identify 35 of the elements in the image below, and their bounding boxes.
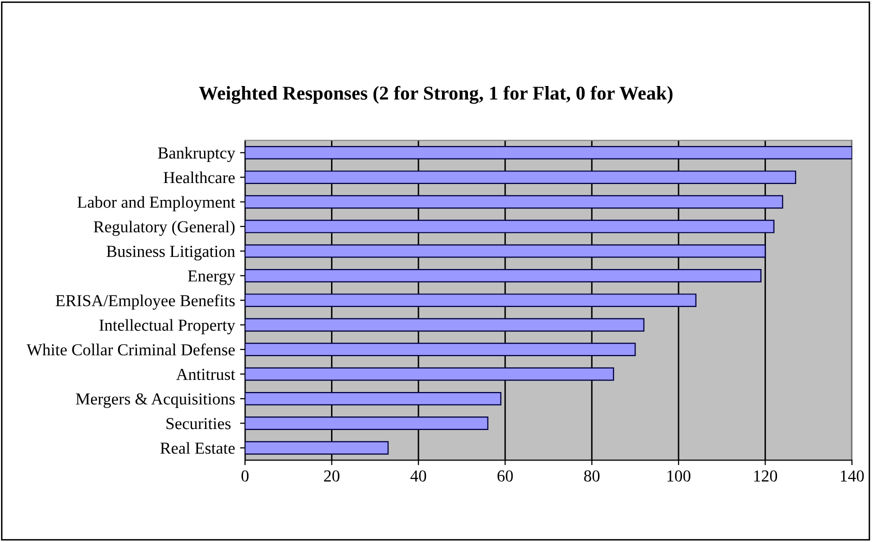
y-tick-label: Labor and Employment (77, 196, 236, 212)
y-tick-label: Business Litigation (106, 246, 236, 260)
bar (245, 244, 766, 258)
y-tick-label: Bankruptcy (158, 146, 236, 162)
y-tick-label: Real Estate (160, 442, 235, 454)
x-tick-label: 80 (584, 470, 600, 482)
x-tick-label: 40 (410, 470, 426, 482)
y-tick-label: Energy (188, 270, 236, 286)
y-tick-label: Healthcare (164, 171, 235, 184)
bar (245, 441, 389, 455)
x-tick-label: 60 (498, 470, 513, 482)
bar (245, 146, 852, 160)
chart-title: Weighted Responses (2 for Strong, 1 for Flat, 0 for Weak) (198, 86, 672, 104)
bar (245, 342, 636, 356)
y-tick-label: Antitrust (176, 368, 236, 380)
bar (245, 318, 644, 332)
x-tick-label: 120 (754, 470, 778, 482)
y-tick-label: Regulatory (General) (94, 220, 235, 236)
x-tick-label: 140 (840, 470, 864, 482)
x-tick-label: 0 (242, 470, 249, 482)
bar (245, 294, 696, 307)
bar (245, 170, 796, 184)
bar (245, 220, 774, 234)
x-tick-label: 100 (668, 470, 690, 482)
bar (245, 416, 488, 430)
y-tick-label: White Collar Criminal Defense (26, 344, 235, 356)
y-tick-label: ERISA/Employee Benefits (56, 294, 235, 310)
bar (245, 268, 762, 282)
y-tick-label: Intellectual Property (99, 319, 236, 334)
bar (245, 195, 784, 209)
bar (245, 367, 614, 381)
y-tick-label: Mergers & Acquisitions (76, 393, 235, 408)
x-tick-label: 20 (324, 470, 340, 482)
bar (245, 392, 502, 406)
y-tick-label: Securities (166, 418, 231, 430)
